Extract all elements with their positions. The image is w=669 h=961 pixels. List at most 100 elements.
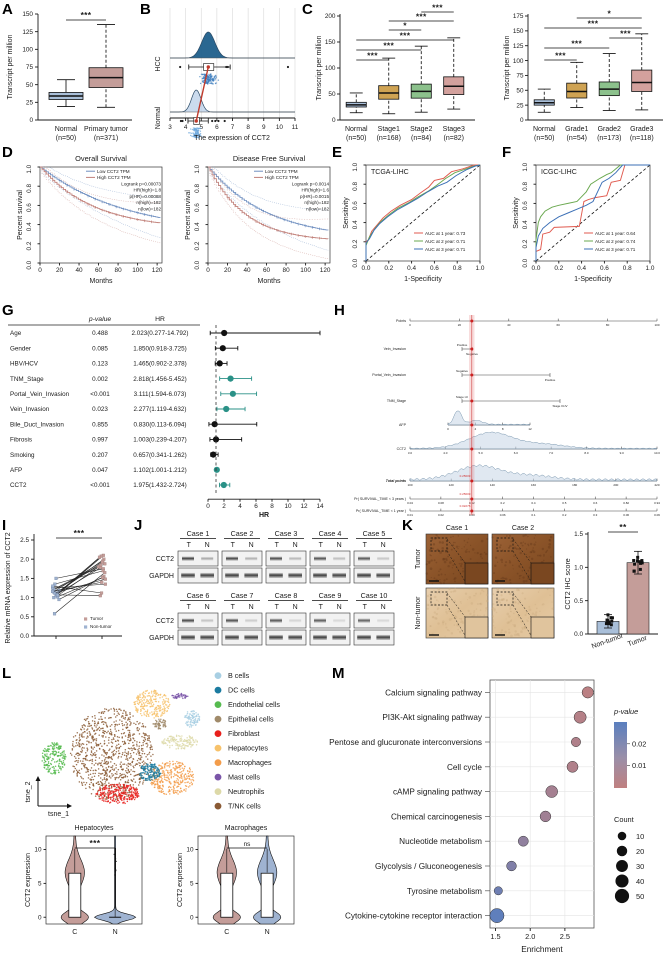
panel-d-km-curve bbox=[40, 166, 161, 224]
panel-h-tick: Positive bbox=[457, 343, 468, 347]
roc-ylabel: Sensitivity bbox=[343, 197, 350, 229]
panel-a-ytick: 75 bbox=[26, 64, 34, 71]
panel-k-image-title: Case 1 bbox=[446, 525, 468, 532]
panel-h-tick: Stage III-IV bbox=[552, 404, 567, 408]
panel-h-density bbox=[447, 410, 531, 426]
panel-l-legend-swatch bbox=[214, 759, 222, 766]
panel-b-connector bbox=[195, 66, 209, 122]
panel-h-row-label: AFP bbox=[399, 423, 407, 427]
panel-g-hr: 0.830(0.113-6.094) bbox=[133, 421, 186, 428]
panel-g-hr: 1.102(1.001-1.212) bbox=[133, 467, 187, 474]
panel-j-band bbox=[289, 618, 302, 623]
panel-a-ytick: 150 bbox=[22, 11, 33, 18]
panel-e-roc: 0.0 0.2 0.4 0.6 0.8 1.0 0.0 0.2 0.4 0.6 0.8 1.0 1-Sp… bbox=[343, 162, 485, 283]
panel-d-xtick: 60 bbox=[263, 267, 271, 274]
panel-g-header-pvalue: p-value bbox=[88, 316, 112, 323]
panel-c-significance: *** bbox=[620, 29, 631, 39]
roc-xtick: 0.6 bbox=[430, 265, 439, 272]
panel-c-ytick: 0 bbox=[332, 117, 336, 124]
panel-j-blot-box bbox=[309, 629, 351, 646]
panel-g-xtick: 14 bbox=[316, 503, 324, 510]
panel-l-violin-box bbox=[220, 872, 234, 918]
panel-i-ytick: 1.5 bbox=[20, 576, 29, 583]
roc-dataset-label: ICGC-LIHC bbox=[541, 169, 577, 176]
roc-legend-label: AUC at 3 year: 0.71 bbox=[595, 247, 636, 252]
panel-c-ytick: 150 bbox=[325, 39, 336, 46]
panel-c: C 0 50 100 150 200 Transcript per million Norm… bbox=[300, 0, 669, 145]
panel-j-protein-label: GAPDH bbox=[149, 573, 174, 580]
panel-l-legend-label: Endothelial cells bbox=[228, 700, 280, 709]
panel-k-point bbox=[635, 559, 639, 563]
panel-h-tick: 4 bbox=[474, 427, 476, 431]
panel-g-pvalue: 0.997 bbox=[92, 437, 108, 444]
panel-g-estimate-marker bbox=[212, 436, 220, 443]
panel-l-ylabel: tsne_2 bbox=[25, 781, 32, 802]
panel-j-blot-box bbox=[353, 629, 395, 646]
panel-k-row-title: Non-tumor bbox=[415, 596, 422, 630]
panel-m-point bbox=[517, 835, 529, 847]
panel-k: K Case 1 Case 2 Tumor Non-tumor 0.0 0.5 1.0 1.5… bbox=[400, 516, 669, 666]
roc-dataset-label: TCGA-LIHC bbox=[371, 169, 409, 176]
roc-xtick: 0.2 bbox=[384, 265, 393, 272]
panel-j-blot-box bbox=[221, 567, 263, 584]
panel-b-outlier bbox=[179, 65, 182, 69]
panel-l-legend-label: Macrophages bbox=[228, 758, 272, 767]
panel-j-band bbox=[244, 572, 258, 578]
panel-g-variable: HBV/HCV bbox=[10, 361, 39, 368]
panel-g-variable: Portal_Vein_Invasion bbox=[10, 391, 70, 398]
panel-j-blot-box bbox=[221, 629, 263, 646]
panel-g-variable: AFP bbox=[10, 467, 22, 474]
panel-i-pair-line bbox=[54, 572, 105, 614]
panel-c-boxplots: 0 50 100 150 200 Transcript per million Normal… bbox=[316, 3, 663, 142]
roc-ytick: 0.4 bbox=[352, 220, 359, 229]
roc-ytick: 1.0 bbox=[352, 162, 359, 171]
panel-g-pvalue: 0.085 bbox=[92, 345, 108, 352]
panel-j-lane-label: T bbox=[319, 542, 324, 549]
panel-g-xtick: 10 bbox=[284, 503, 292, 510]
panel-d-xtick: 120 bbox=[152, 267, 163, 274]
panel-j-lane-label: T bbox=[187, 604, 192, 611]
roc-xtick: 0.0 bbox=[362, 265, 371, 272]
panel-h-tick: 8.0 bbox=[584, 451, 589, 455]
panel-m-xtick: 2.5 bbox=[560, 932, 570, 941]
panel-k-zoom-box bbox=[430, 537, 448, 552]
panel-m-legend-count-dot bbox=[614, 888, 630, 904]
panel-h-tick: 0.06 bbox=[654, 513, 660, 517]
panel-m: M 1.5 2.0 2.5 Enrichment Calcium signaling p… bbox=[329, 666, 669, 961]
panel-i-point bbox=[101, 576, 105, 580]
panel-i-point bbox=[53, 582, 57, 586]
panel-d-stat: n(high)=182 bbox=[304, 200, 329, 205]
panel-k-point bbox=[610, 619, 614, 623]
panel-j-band bbox=[377, 618, 390, 623]
panel-c-ytick: 75 bbox=[516, 73, 524, 80]
panel-h-tick: 5.0 bbox=[478, 451, 483, 455]
panel-j-band bbox=[332, 572, 346, 578]
panel-m-legend-count-dot bbox=[617, 831, 627, 841]
panel-k-point bbox=[607, 622, 611, 626]
panel-c-ytick: 100 bbox=[325, 65, 336, 72]
panel-j-lane-label: T bbox=[275, 542, 280, 549]
panel-i-point bbox=[97, 555, 102, 559]
panel-j-band bbox=[181, 634, 195, 640]
panel-h-tick: 0.04 bbox=[407, 501, 413, 505]
panel-m-point bbox=[573, 710, 587, 724]
panel-h-tick: 8 bbox=[502, 427, 504, 431]
panel-g-estimate-marker bbox=[211, 421, 218, 428]
panel-l-violin-xtick: C bbox=[72, 929, 77, 936]
panel-l-violin-ylabel: CCT2 expression bbox=[177, 853, 184, 907]
panel-l-violin-ytick: 0 bbox=[190, 914, 194, 921]
panel-h-tick: 3.0 bbox=[408, 451, 413, 455]
panel-a-ytick: 50 bbox=[26, 82, 34, 89]
panel-d-label: D bbox=[2, 144, 13, 161]
panel-c-xtick: Normal bbox=[345, 126, 368, 133]
panel-f: F 0.0 0.2 0.4 0.6 0.8 1.0 0.0 0.2 0.4 0.6 0.8 1.0 1-… bbox=[500, 145, 669, 305]
roc-legend-label: AUC at 3 year: 0.71 bbox=[425, 247, 466, 252]
panel-j-band bbox=[358, 618, 370, 623]
panel-j-case-label: Case 2 bbox=[231, 529, 254, 538]
panel-i-ylabel: Relative mRNA expression of CCT2 bbox=[5, 532, 12, 643]
panel-h-label: H bbox=[334, 302, 345, 319]
panel-d-stat: HR(high)=1.6 bbox=[302, 188, 330, 193]
panel-k-point bbox=[638, 560, 642, 564]
panel-c-xtick: Stage3 bbox=[443, 126, 465, 133]
panel-a-label: A bbox=[2, 1, 13, 18]
